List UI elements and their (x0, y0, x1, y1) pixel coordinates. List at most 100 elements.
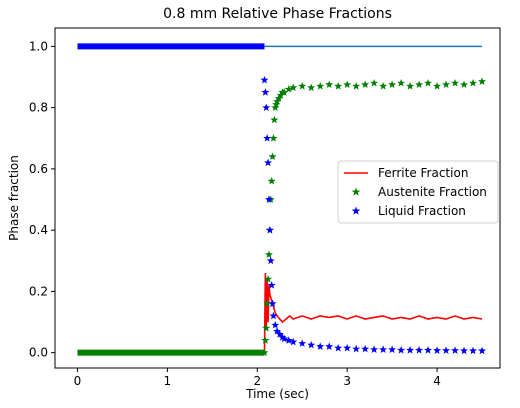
austenite-fraction-point (267, 176, 276, 185)
liquid-fraction-point (264, 195, 273, 203)
x-tick-label: 1 (164, 374, 172, 388)
y-tick-label: 0.4 (29, 223, 48, 237)
liquid-fraction-point (388, 345, 397, 354)
liquid-fraction-point (271, 320, 280, 329)
austenite-fraction-point (469, 78, 478, 87)
y-tick-label: 0.8 (29, 101, 48, 115)
legend-label-ferrite-fraction: Ferrite Fraction (378, 166, 468, 180)
liquid-fraction-point (442, 346, 451, 354)
liquid-fraction-point (406, 346, 415, 354)
legend: Ferrite Fraction Austenite Fraction Liquid… (337, 160, 499, 224)
liquid-fraction-point (424, 346, 433, 354)
liquid-fraction-point (263, 134, 272, 142)
liquid-fraction-point (262, 103, 271, 112)
liquid-fraction-point (261, 88, 270, 96)
x-tick-label: 0 (74, 374, 82, 388)
liquid-fraction-point (267, 281, 276, 289)
liquid-fraction-point (278, 333, 287, 341)
liquid-fraction-point (268, 299, 277, 308)
liquid-fraction-point (284, 336, 293, 344)
austenite-fraction-point (261, 336, 270, 344)
liquid-fraction-point (469, 346, 478, 355)
austenite-fraction-point (442, 80, 451, 89)
legend-swatch-austenite-fraction (351, 187, 361, 196)
austenite-fraction-point (451, 78, 460, 87)
liquid-fraction-point (269, 311, 278, 320)
y-axis-label: Phase fraction (7, 155, 21, 241)
x-tick-label: 3 (343, 374, 351, 388)
liquid-fraction-point (264, 158, 273, 167)
austenite-fraction-point (264, 250, 273, 259)
y-tick-label: 0.0 (29, 346, 48, 360)
legend-label-austenite-fraction: Austenite Fraction (378, 185, 487, 199)
liquid-fraction-point (397, 346, 406, 354)
liquid-fraction-point (451, 346, 460, 354)
x-tick-label: 2 (253, 374, 261, 388)
austenite-fraction-point (433, 82, 442, 90)
liquid-fraction-point (298, 339, 307, 347)
plot-frame (54, 27, 501, 369)
liquid-fraction-point (325, 342, 334, 350)
x-axis: 0 1 2 3 4 (74, 368, 441, 388)
austenite-fraction-point (264, 274, 273, 283)
austenite-fraction-point (298, 82, 307, 90)
liquid-fraction-point (289, 337, 298, 346)
x-axis-label: Time (sec) (245, 387, 309, 401)
liquid-fraction-point (280, 334, 289, 343)
liquid-fraction-point (260, 75, 269, 84)
austenite-fraction-point (370, 78, 379, 87)
liquid-fraction-point (478, 346, 487, 355)
austenite-fraction-point (361, 80, 370, 89)
liquid-fraction-point (415, 346, 424, 354)
liquid-fraction-point (433, 346, 442, 354)
legend-box (337, 160, 499, 224)
liquid-fraction-point (352, 344, 361, 353)
x-tick-label: 4 (433, 374, 441, 388)
legend-label-liquid-fraction: Liquid Fraction (378, 204, 466, 218)
liquid-fraction-point (316, 342, 325, 350)
austenite-fraction-point (478, 77, 487, 85)
austenite-fraction-point (307, 83, 316, 92)
austenite-fraction-point (316, 82, 325, 90)
austenite-fraction-point (406, 82, 415, 90)
austenite-fraction-point (260, 348, 269, 357)
austenite-fraction-point (280, 88, 289, 96)
austenite-fraction-point (415, 80, 424, 89)
liquid-fraction-point (379, 345, 388, 354)
austenite-fraction-point (334, 82, 343, 90)
austenite-fraction-point (424, 78, 433, 87)
liquid-fraction-point (307, 340, 316, 349)
austenite-fraction-point (388, 80, 397, 89)
liquid-fraction-point (343, 343, 352, 352)
legend-swatch-liquid-fraction (351, 206, 361, 215)
austenite-fraction-point (269, 134, 278, 142)
liquid-fraction-point (361, 344, 370, 353)
austenite-fraction-point (289, 83, 298, 92)
austenite-fraction-point (397, 78, 406, 87)
liquid-fraction-point (265, 225, 274, 234)
liquid-fraction-point (273, 327, 282, 335)
y-tick-label: 1.0 (29, 39, 48, 53)
austenite-fraction-point (271, 103, 280, 112)
liquid-fraction-point (370, 345, 379, 354)
ferrite-fraction-line (77, 273, 483, 354)
austenite-fraction-point (263, 299, 272, 308)
austenite-fraction-point (284, 85, 293, 93)
austenite-fraction-point (379, 82, 388, 90)
y-tick-label: 0.6 (29, 162, 48, 176)
chart-title: 0.8 mm Relative Phase Fractions (163, 6, 392, 22)
austenite-fraction-point (270, 115, 279, 124)
austenite-fraction-point (325, 80, 334, 89)
austenite-fraction-point (343, 80, 352, 89)
plot-area (77, 43, 487, 357)
y-tick-label: 0.2 (29, 284, 48, 298)
austenite-fraction-point (460, 80, 469, 89)
liquid-fraction-point (334, 343, 343, 352)
austenite-fraction-point (352, 82, 361, 90)
austenite-fraction-point (272, 100, 281, 108)
y-axis: 0.0 0.2 0.4 0.6 0.8 1.0 (29, 39, 55, 360)
austenite-fraction-point (262, 323, 271, 332)
liquid-fraction-point (460, 346, 469, 355)
